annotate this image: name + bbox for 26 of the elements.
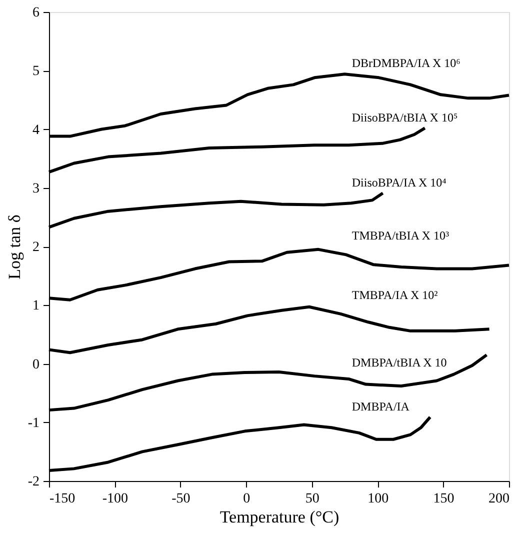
series-label: DiisoBPA/tBIA X 10⁵	[352, 110, 458, 125]
x-tick-label: -100	[102, 492, 128, 506]
y-tick-label: -1	[28, 416, 40, 431]
series-label: DMBPA/IA	[352, 400, 410, 414]
series-label: DBrDMBPA/IA X 10⁶	[352, 56, 460, 70]
x-tick-label: -150	[50, 492, 76, 506]
y-axis-title: Log tan δ	[4, 214, 24, 280]
x-tick-label: 150	[433, 492, 454, 506]
y-tick-label: 4	[32, 122, 40, 138]
x-tick-label: 0	[243, 492, 250, 506]
x-tick-label: 50	[305, 492, 320, 506]
x-tick-label: -50	[172, 492, 190, 506]
y-tick-label: -2	[28, 474, 40, 490]
series-label: TMBPA/IA X 10²	[352, 288, 438, 302]
series-label: DiisoBPA/IA X 10⁴	[352, 176, 446, 190]
y-tick-label: 5	[32, 64, 40, 80]
series-label: TMBPA/tBIA X 10³	[352, 228, 450, 243]
y-tick-label: 0	[32, 357, 40, 372]
y-tick-label: 2	[32, 240, 40, 255]
y-tick-label: 3	[32, 181, 40, 196]
x-axis-title: Temperature (°C)	[220, 508, 340, 526]
y-tick-label: 6	[32, 6, 40, 20]
series-label: DMBPA/tBIA X 10	[352, 355, 447, 370]
y-tick-label: 1	[32, 298, 40, 314]
x-tick-label: 100	[368, 492, 389, 506]
x-tick-label: 200	[488, 492, 510, 506]
